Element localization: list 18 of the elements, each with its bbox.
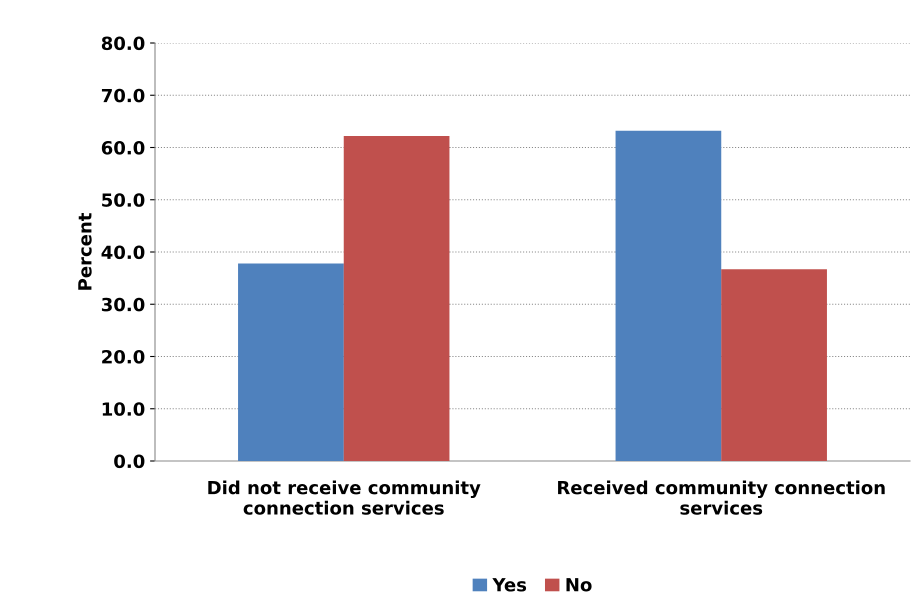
bar [344,136,450,461]
y-tick-label: 20.0 [102,350,144,364]
x-tick-label: Received community connection services [558,480,885,515]
y-tick-label: 10.0 [102,402,144,416]
y-tick-label: 60.0 [102,140,144,155]
y-tick-label: 30.0 [102,298,144,312]
bar [616,130,722,461]
legend-label: Yes [492,578,526,592]
bar [721,269,827,461]
y-axis-title: Percent [78,213,92,290]
legend-label: No [566,578,592,592]
y-tick-label: 40.0 [102,245,144,260]
y-tick-label: 0.0 [114,454,144,468]
y-tick-label: 50.0 [102,193,144,207]
y-tick-label: 80.0 [102,36,144,50]
x-tick-label: Did not receive community connection services [208,480,481,515]
bar [238,263,344,461]
y-tick-label: 70.0 [102,88,144,102]
